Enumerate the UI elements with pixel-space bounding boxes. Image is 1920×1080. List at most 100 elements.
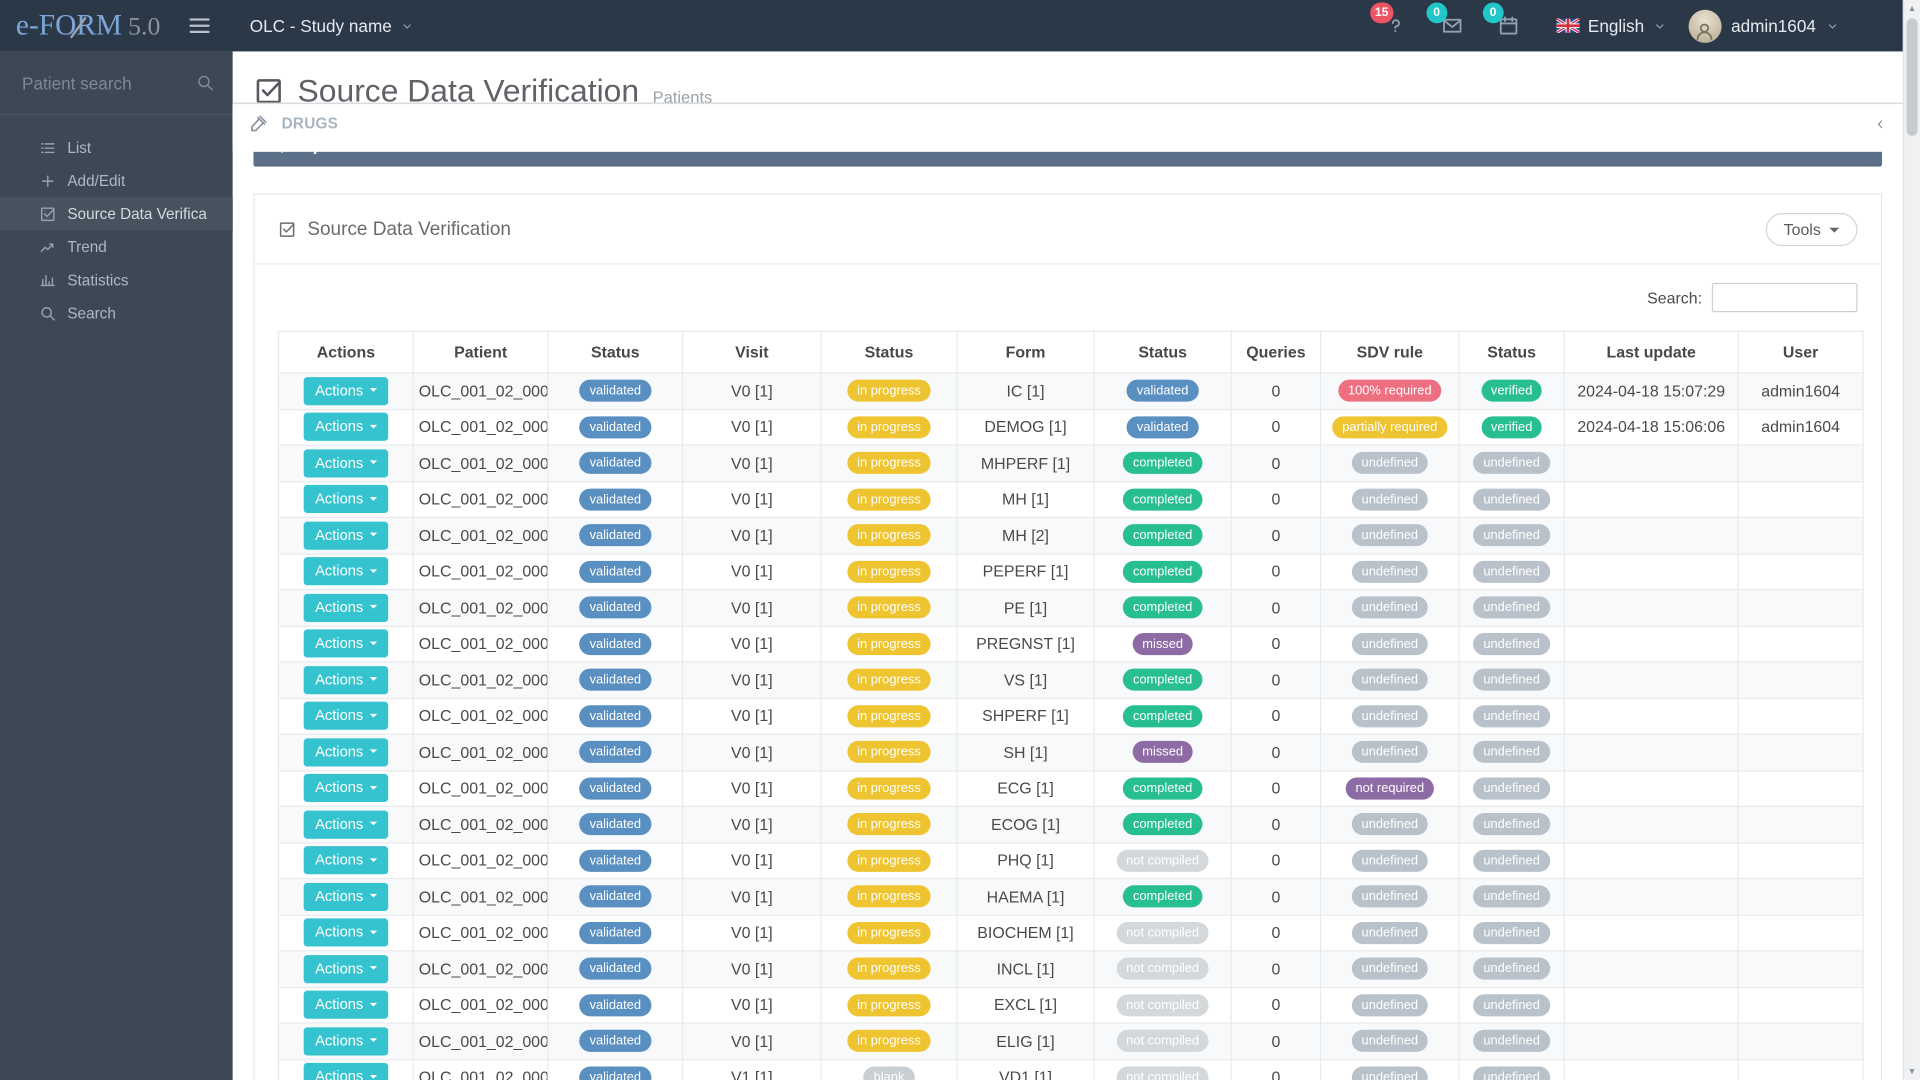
table-header-row: Actions Patient Status Visit Status Form	[277, 330, 1864, 374]
column-header[interactable]: Status	[547, 330, 684, 374]
page-scrollbar[interactable]: ▲ ▼	[1902, 0, 1920, 1080]
form-status-badge: missed	[1132, 741, 1193, 764]
row-actions-button[interactable]: Actions	[304, 918, 388, 947]
tools-button-label: Tools	[1783, 220, 1821, 239]
sidebar-item-drugs[interactable]: DRUGS	[232, 102, 1903, 144]
visit-cell: V0 [1]	[682, 552, 822, 591]
sdv-status-badge: undefined	[1473, 668, 1550, 691]
messages-button[interactable]: 0	[1426, 2, 1463, 37]
sidebar-item-statistics[interactable]: Statistics	[0, 263, 233, 296]
patient-status-badge: validated	[579, 993, 651, 1017]
row-actions-button[interactable]: Actions	[304, 449, 388, 478]
sdv-rule-badge: undefined	[1351, 957, 1428, 980]
column-header[interactable]: User	[1737, 330, 1864, 374]
scroll-down-arrow[interactable]: ▼	[1907, 1067, 1917, 1076]
column-header[interactable]: Visit	[682, 330, 822, 374]
sidebar-item-list[interactable]: List	[0, 131, 233, 164]
patient-status-badge: validated	[579, 704, 651, 728]
queries-cell: 0	[1230, 588, 1322, 627]
row-actions-button[interactable]: Actions	[304, 557, 388, 586]
patient-status-badge: validated	[579, 488, 651, 511]
sdv-rule-badge: undefined	[1351, 452, 1428, 475]
table-row: Actions OLC_001_02_0004 validated V0 [1]…	[277, 372, 1864, 410]
row-actions-button[interactable]: Actions	[304, 1027, 388, 1056]
tools-button[interactable]: Tools	[1765, 213, 1858, 247]
table-row: Actions OLC_001_02_0004 validated V0 [1]…	[277, 552, 1864, 591]
column-header[interactable]: Actions	[277, 330, 414, 374]
avatar	[1688, 9, 1722, 43]
app-logo: e-FORM 5.0	[0, 9, 179, 42]
row-actions-button[interactable]: Actions	[304, 954, 388, 983]
column-header[interactable]: Patient	[412, 330, 549, 374]
sidebar-item-source-data-verification[interactable]: Source Data Verification	[0, 197, 233, 231]
form-cell: MHPERF [1]	[956, 444, 1095, 482]
patient-cell: OLC_001_02_0004	[412, 480, 549, 518]
username-label: admin1604	[1731, 15, 1816, 36]
queries-cell: 0	[1230, 408, 1322, 446]
queries-cell: 0	[1230, 444, 1322, 482]
row-actions-button[interactable]: Actions	[304, 846, 388, 875]
column-header[interactable]: Last update	[1563, 330, 1739, 374]
queries-cell: 0	[1230, 697, 1322, 735]
table-row: Actions OLC_001_02_0004 validated V0 [1]…	[277, 661, 1864, 699]
chevron-down-icon	[1653, 19, 1666, 32]
visit-cell: V0 [1]	[682, 986, 822, 1024]
sdv-rule-badge: undefined	[1351, 560, 1428, 583]
patient-status-badge: validated	[579, 777, 651, 800]
menu-toggle-icon[interactable]	[186, 12, 213, 39]
patient-search-input[interactable]	[19, 71, 177, 94]
sdv-status-badge: undefined	[1473, 560, 1550, 583]
sdv-status-badge: undefined	[1473, 813, 1550, 836]
row-actions-button[interactable]: Actions	[304, 882, 388, 911]
row-actions-button[interactable]: Actions	[304, 412, 388, 442]
patient-status-badge: validated	[579, 813, 651, 836]
card-title: Source Data Verification	[278, 219, 511, 241]
sdv-rule-badge: not required	[1345, 777, 1434, 800]
sidebar-item-trend[interactable]: Trend	[0, 230, 233, 263]
language-selector[interactable]: English	[1556, 16, 1666, 36]
queries-cell: 0	[1230, 914, 1322, 952]
row-actions-button[interactable]: Actions	[304, 376, 388, 406]
patient-status-badge: validated	[579, 849, 651, 872]
column-header[interactable]: Form	[956, 330, 1095, 374]
caret-down-icon	[369, 424, 377, 432]
agenda-button[interactable]: 0	[1482, 2, 1519, 37]
column-header[interactable]: Status	[1458, 330, 1565, 374]
column-header[interactable]: SDV rule	[1320, 330, 1460, 374]
last-update-cell	[1563, 1022, 1739, 1060]
row-actions-button[interactable]: Actions	[304, 1063, 388, 1080]
visit-status-badge: in progress	[847, 415, 931, 439]
patient-status-badge: validated	[579, 560, 651, 583]
queries-cell: 0	[1230, 625, 1322, 663]
user-cell	[1737, 516, 1864, 555]
patient-cell: OLC_001_02_0004	[412, 950, 549, 988]
queries-cell: 0	[1230, 841, 1322, 880]
row-actions-button[interactable]: Actions	[304, 990, 388, 1020]
sidebar-item-add-edit[interactable]: Add/Edit	[0, 164, 233, 197]
sdv-rule-badge: undefined	[1351, 632, 1428, 655]
help-button[interactable]: 15	[1369, 2, 1407, 37]
row-actions-button[interactable]: Actions	[304, 738, 388, 767]
row-actions-button[interactable]: Actions	[304, 629, 388, 658]
row-actions-button[interactable]: Actions	[304, 701, 388, 731]
sidebar-item-search[interactable]: Search	[0, 296, 233, 329]
table-row: Actions OLC_001_02_0004 validated V0 [1]…	[277, 625, 1864, 663]
study-selector[interactable]: OLC - Study name	[250, 16, 414, 36]
sidebar: HOME - OLC CLINICAL STUDY TRIAL MASTER F…	[0, 51, 1903, 1080]
user-menu[interactable]: admin1604	[1688, 9, 1839, 43]
column-header[interactable]: Status	[1093, 330, 1232, 374]
scroll-thumb[interactable]	[1906, 18, 1918, 136]
row-actions-button[interactable]: Actions	[304, 665, 388, 694]
scroll-up-arrow[interactable]: ▲	[1907, 4, 1917, 13]
row-actions-button[interactable]: Actions	[304, 774, 388, 803]
table-search-input[interactable]	[1711, 282, 1858, 313]
row-actions-button[interactable]: Actions	[304, 593, 388, 622]
sdv-status-badge: undefined	[1473, 524, 1550, 547]
form-status-badge: completed	[1123, 668, 1203, 691]
column-header[interactable]: Queries	[1230, 330, 1322, 374]
row-actions-button[interactable]: Actions	[304, 810, 388, 839]
row-actions-button[interactable]: Actions	[304, 485, 388, 514]
column-header[interactable]: Status	[820, 330, 958, 374]
row-actions-button[interactable]: Actions	[304, 521, 388, 550]
